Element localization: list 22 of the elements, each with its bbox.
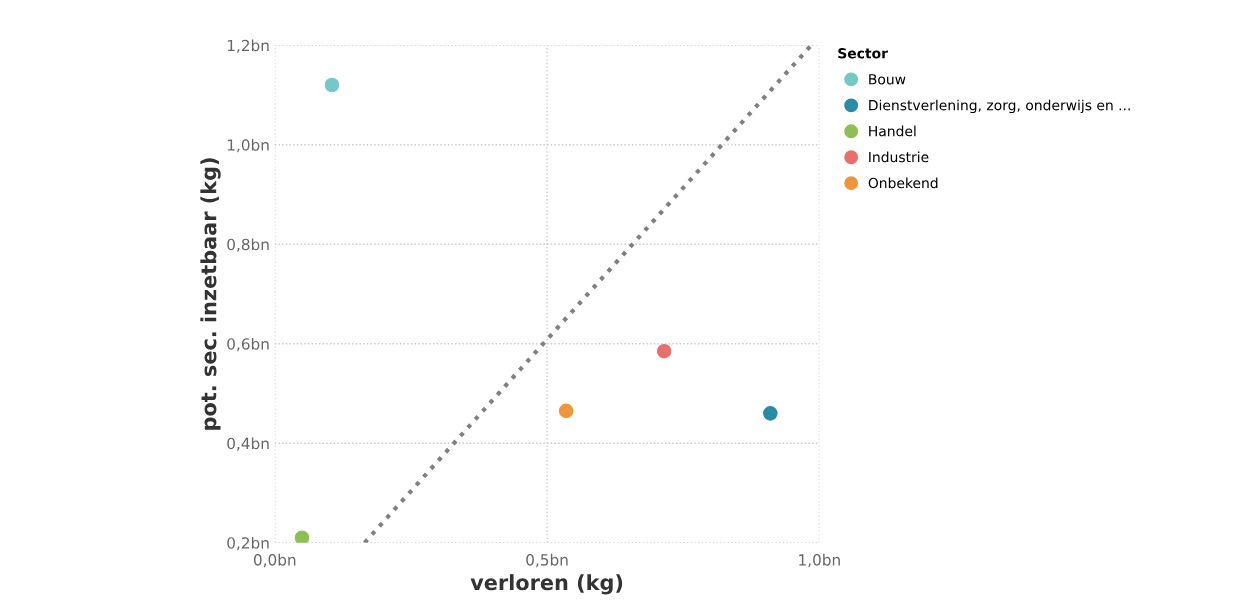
point: [294, 530, 310, 543]
legend-label: Industrie: [869, 151, 929, 163]
y-tick-label: 1,2bn: [227, 39, 269, 53]
point: [558, 403, 574, 419]
x-tick-label: 1,0bn: [799, 553, 840, 568]
y-tick-label: 1,0bn: [227, 138, 269, 153]
legend-label: Onbekend: [868, 177, 938, 189]
point: [656, 343, 672, 359]
x-axis-title: verloren (kg): [470, 574, 623, 595]
y-tick-label: 0,8bn: [227, 238, 269, 252]
y-tick-label: 0,6bn: [227, 337, 269, 352]
x-tick-label: 0,5bn: [526, 553, 568, 568]
point: [324, 77, 340, 93]
legend-label: Bouw: [869, 74, 906, 85]
point: [763, 406, 778, 421]
x-tick-label: 0,0bn: [253, 553, 296, 568]
y-tick-label: 0,2bn: [227, 536, 269, 551]
y-tick-label: 0,4bn: [227, 437, 269, 451]
legend-title: Sector: [838, 48, 888, 59]
y-axis-title: pot. sec. inzetbaar (kg): [200, 158, 221, 430]
legend-label: Dienstverlening, zorg, onderwijs en ...: [869, 99, 1130, 114]
legend-label: Handel: [869, 125, 916, 137]
